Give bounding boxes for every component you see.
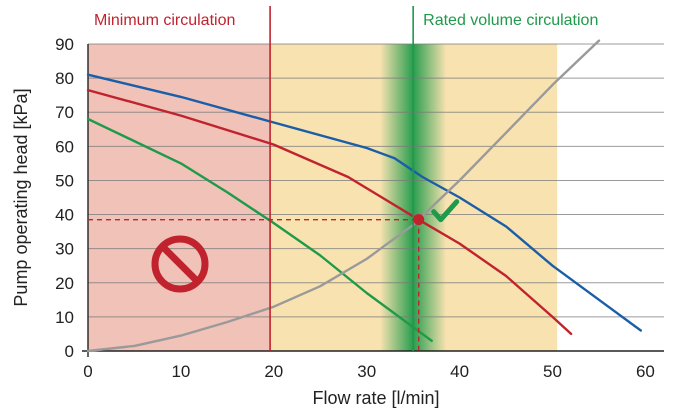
y-axis-label: Pump operating head [kPa] (11, 88, 31, 306)
prohibited-icon-bar (159, 243, 201, 285)
rated-volume-label: Rated volume circulation (423, 12, 598, 29)
operating-point-marker (413, 214, 425, 226)
prohibited-icon-ring (151, 235, 209, 293)
series-line-3 (86, 117, 433, 342)
y-tick-label: 40 (55, 206, 74, 225)
y-tick-label: 0 (65, 342, 74, 361)
y-tick-label: 60 (55, 137, 74, 156)
x-tick-label: 50 (543, 362, 562, 381)
y-tick-label: 10 (55, 308, 74, 327)
series-line-1 (86, 73, 642, 332)
y-tick-label: 70 (55, 103, 74, 122)
series-line-4 (86, 39, 601, 353)
x-tick-label: 0 (83, 362, 92, 381)
y-tick-label: 30 (55, 240, 74, 259)
minimum-circulation-zone (88, 44, 271, 351)
x-tick-label: 60 (636, 362, 655, 381)
markers-layer (88, 6, 460, 351)
zones-layer (88, 44, 558, 351)
y-tick-label: 50 (55, 171, 74, 190)
x-axis-label: Flow rate [l/min] (312, 388, 439, 408)
x-tick-label: 40 (450, 362, 469, 381)
y-tick-label: 90 (55, 35, 74, 54)
x-tick-label: 10 (171, 362, 190, 381)
grid-layer (82, 43, 664, 357)
check-icon (431, 199, 460, 223)
prohibited-icon (151, 235, 209, 293)
minimum-circulation-label: Minimum circulation (94, 12, 235, 29)
ticks-layer: 0 10 20 30 40 50 60 70 80 90 0 10 20 30 40 50 60 (55, 35, 655, 381)
y-tick-label: 80 (55, 69, 74, 88)
x-tick-label: 30 (357, 362, 376, 381)
x-tick-label: 20 (264, 362, 283, 381)
y-tick-label: 20 (55, 274, 74, 293)
series-layer (86, 39, 642, 353)
